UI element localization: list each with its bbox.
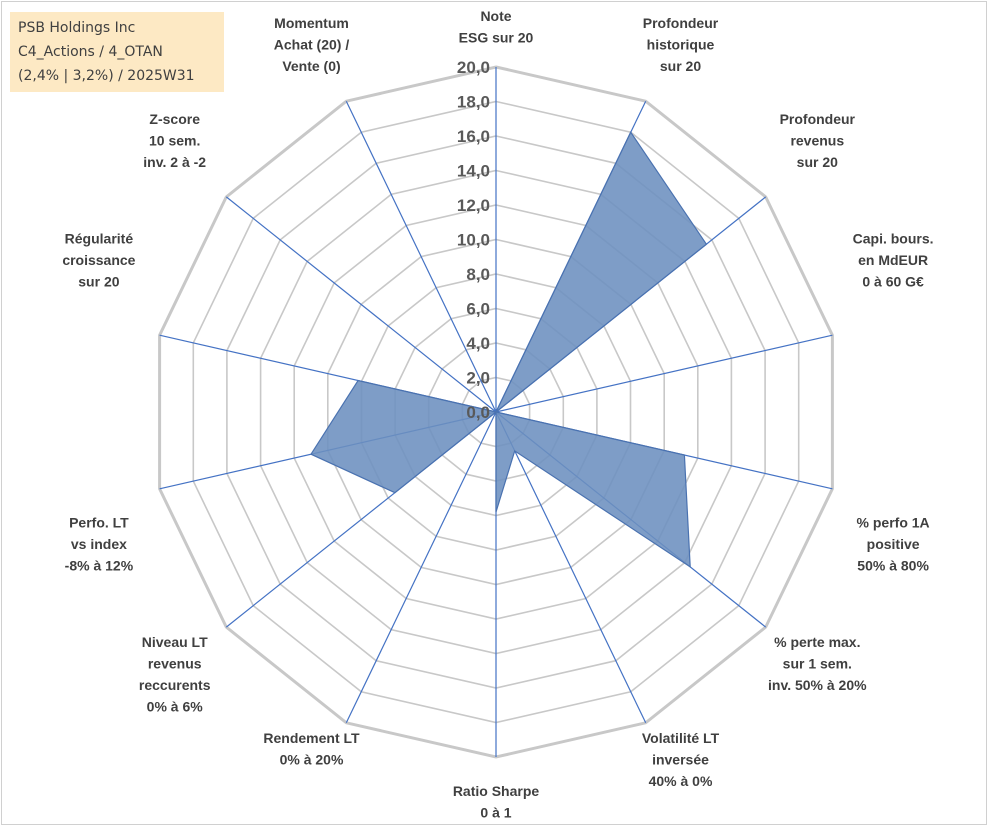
axis-label: Perfo. LT vs index -8% à 12%: [65, 514, 134, 573]
axis-label: % perfo 1A positive 50% à 80%: [857, 514, 930, 573]
axis-spoke: [225, 196, 497, 413]
axis-spoke: [495, 411, 647, 724]
axis-label: Momentum Achat (20) / Vente (0): [274, 15, 350, 74]
tick-label: 8,0: [466, 265, 490, 284]
axis-spoke: [495, 334, 833, 413]
axis-spoke: [345, 411, 497, 724]
tick-label: 18,0: [457, 93, 490, 112]
axis-label: % perte max. sur 1 sem. inv. 50% à 20%: [768, 634, 867, 693]
tick-label: 4,0: [466, 334, 490, 353]
info-category: C4_Actions / 4_OTAN: [18, 44, 163, 60]
info-title: PSB Holdings Inc: [18, 20, 136, 36]
info-rates: (2,4% | 3,2%) / 2025W31: [18, 68, 195, 84]
axis-label: Ratio Sharpe 0 à 1: [453, 783, 540, 821]
axis-label: Profondeur historique sur 20: [643, 15, 719, 74]
axis-label: Volatilité LT inversée 40% à 0%: [642, 730, 720, 789]
tick-label: 6,0: [466, 300, 490, 319]
tick-label: 10,0: [457, 231, 490, 250]
radar-series: [310, 130, 708, 569]
axis-spoke: [345, 100, 497, 413]
axis-label: Note ESG sur 20: [459, 8, 534, 46]
radar-axis-labels: Note ESG sur 20 Profondeur historique sur 20…: [62, 8, 933, 821]
axis-label: Niveau LT revenus reccurents 0% à 6%: [139, 634, 211, 715]
tick-label: 0,0: [466, 403, 490, 422]
axis-label: Capi. bours. en MdEUR 0 à 60 G€: [853, 231, 934, 290]
tick-label: 14,0: [457, 162, 490, 181]
axis-label: Z-score 10 sem. inv. 2 à -2: [143, 111, 206, 170]
tick-label: 2,0: [466, 369, 490, 388]
series-area: [310, 130, 708, 569]
tick-label: 20,0: [457, 58, 490, 77]
tick-label: 16,0: [457, 127, 490, 146]
axis-label: Rendement LT 0% à 20%: [263, 730, 360, 768]
tick-label: 12,0: [457, 196, 490, 215]
axis-label: Régularité croissance sur 20: [62, 231, 135, 290]
axis-label: Profondeur revenus sur 20: [780, 111, 856, 170]
info-box: PSB Holdings Inc C4_Actions / 4_OTAN (2,…: [10, 12, 224, 92]
radar-tick-labels: 0,0 2,0 4,0 6,0 8,0 10,0 12,0 14,0 16,0 18,0 20,0: [457, 58, 490, 422]
